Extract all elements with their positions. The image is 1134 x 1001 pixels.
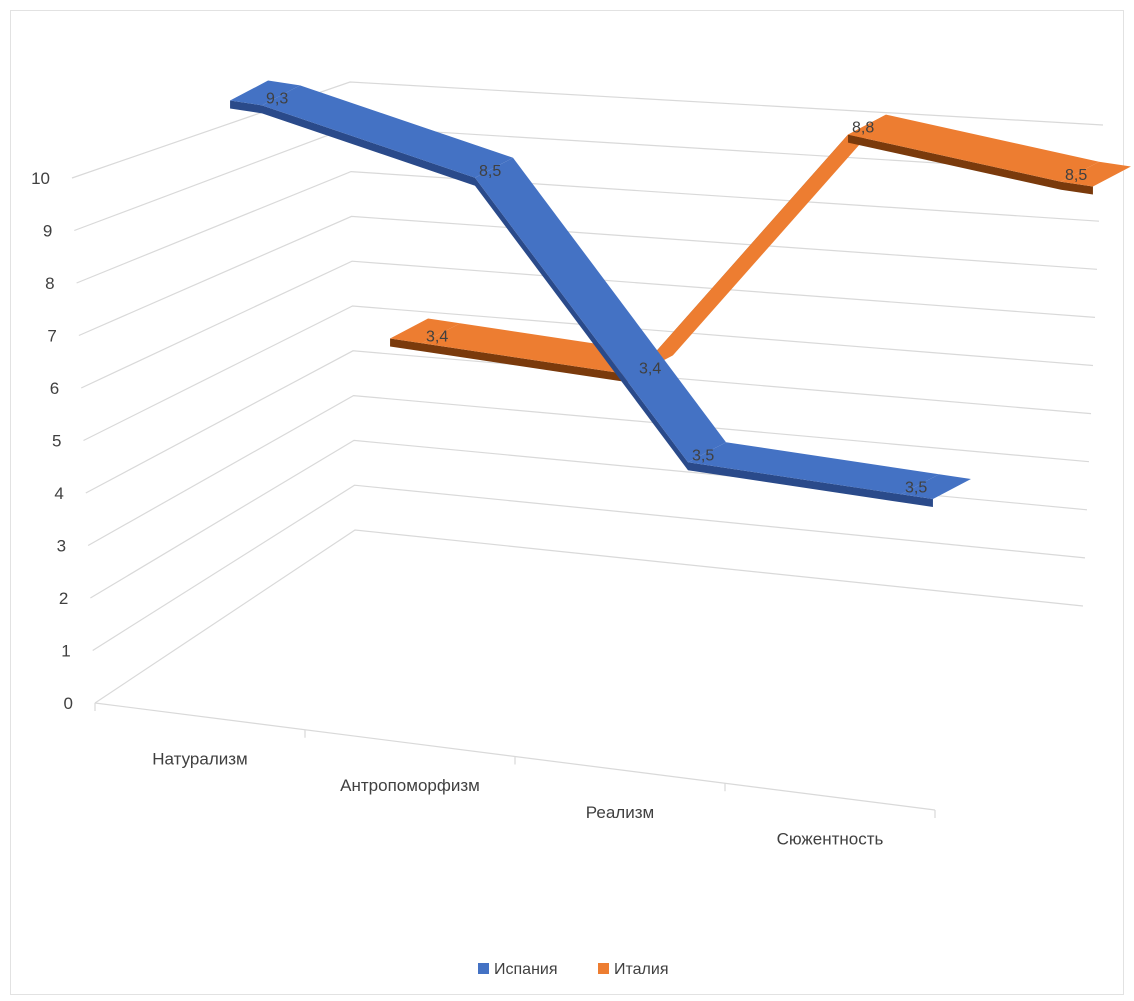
x-axis (94, 702, 936, 818)
x-category-label: Реализм (586, 803, 654, 822)
y-tick-label: 10 (31, 169, 50, 188)
gridline (80, 260, 1096, 389)
ribbon-side (688, 462, 901, 503)
ribbon-side (475, 177, 688, 471)
y-tick-label: 1 (61, 642, 70, 661)
ribbon-segment (390, 318, 460, 344)
x-category-label: Натурализм (152, 749, 247, 768)
x-axis-categories: Натурализм Антропоморфизм Реализм Сюжентнос… (152, 749, 883, 848)
legend-swatch (598, 963, 609, 974)
series-spain (230, 80, 971, 508)
data-labels: 3,4 3,4 8,8 8,5 9,3 8,5 3,5 3,5 (266, 90, 1087, 496)
gridline (76, 170, 1100, 284)
legend-swatch (478, 963, 489, 974)
ribbon-side (390, 338, 422, 352)
y-tick-label: 7 (47, 327, 56, 346)
y-tick-label: 8 (45, 274, 54, 293)
x-category-label: Сюжентность (777, 830, 884, 849)
y-tick-label: 4 (54, 484, 63, 503)
y-tick-label: 3 (57, 537, 66, 556)
legend-item: Италия (598, 961, 668, 978)
ribbon-segment (230, 80, 300, 106)
series-ribbons (230, 80, 1131, 508)
ribbon-segment (901, 474, 971, 500)
ribbon-side (230, 100, 262, 114)
gridlines (71, 81, 1104, 704)
gridline (83, 305, 1094, 442)
ribbon-segment (262, 85, 513, 178)
data-label: 3,4 (639, 360, 661, 377)
data-label: 8,8 (852, 120, 874, 137)
y-tick-label: 9 (43, 222, 52, 241)
data-label: 3,5 (692, 447, 714, 464)
data-label: 9,3 (266, 90, 288, 107)
data-label: 8,5 (479, 163, 501, 180)
ribbon-side (422, 343, 635, 384)
legend: Испания Италия (478, 961, 668, 978)
ribbon-side (1061, 181, 1093, 195)
y-tick-label: 0 (64, 694, 73, 713)
ribbon-side (901, 494, 933, 508)
x-category-label: Антропоморфизм (340, 776, 480, 795)
ribbon-segment (635, 114, 886, 376)
gridline (92, 484, 1086, 652)
legend-label: Италия (614, 961, 668, 978)
data-label: 3,4 (426, 328, 448, 345)
ribbon-side (262, 105, 475, 186)
chart-frame (10, 10, 1124, 995)
ribbon-segment (475, 157, 726, 463)
gridline (85, 350, 1092, 494)
ribbon-segment (848, 114, 1099, 182)
gridline (71, 81, 1104, 179)
y-axis-ticks: 0 1 2 3 4 5 6 7 8 9 10 (31, 169, 73, 713)
legend-item: Испания (478, 961, 558, 978)
legend-label: Испания (494, 961, 558, 978)
gridline (94, 529, 1084, 704)
y-tick-label: 5 (52, 432, 61, 451)
y-tick-label: 2 (59, 589, 68, 608)
gridline (78, 215, 1098, 337)
gridline (90, 439, 1088, 599)
ribbon-segment (1061, 161, 1131, 187)
gridline (87, 394, 1090, 547)
data-label: 8,5 (1065, 167, 1087, 184)
ribbon-side (848, 134, 1061, 190)
data-label: 3,5 (905, 479, 927, 496)
y-tick-label: 6 (50, 379, 59, 398)
series-italy (390, 114, 1131, 384)
ribbon-segment (688, 442, 939, 495)
